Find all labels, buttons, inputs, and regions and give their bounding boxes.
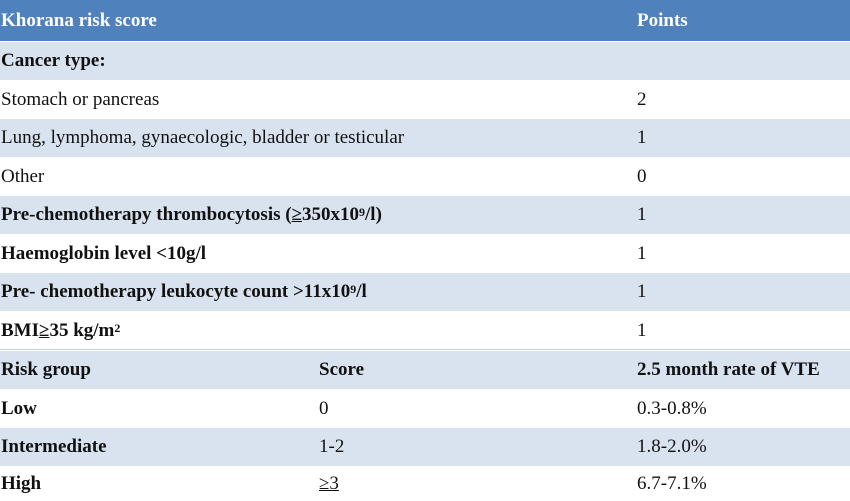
row-points: 0: [637, 165, 647, 187]
header-title: Khorana risk score: [1, 9, 157, 31]
table-row: Intermediate 1-2 1.8-2.0%: [0, 427, 850, 466]
row-label: Stomach or pancreas: [1, 88, 160, 110]
risk-group: Intermediate: [1, 436, 107, 457]
row-points: 1: [637, 319, 647, 341]
row-label: Other: [1, 165, 45, 187]
leukocyte-suffix: /l: [356, 281, 367, 302]
risk-rate: 1.8-2.0%: [637, 436, 707, 457]
table-row: BMI ≥ 35 kg/m 2 1: [0, 311, 850, 350]
bmi-prefix: BMI: [1, 319, 39, 341]
risk-group-header: Risk group: [1, 359, 91, 380]
table-row: Cancer type:: [0, 41, 850, 80]
risk-rate: 6.7-7.1%: [637, 473, 707, 494]
risk-group: High: [1, 473, 42, 494]
bmi-label: BMI ≥ 35 kg/m 2: [1, 319, 121, 341]
leukocyte-label: Pre- chemotherapy leukocyte count >11x10…: [1, 281, 367, 302]
leukocyte-prefix: Pre- chemotherapy leukocyte count >11x10: [1, 281, 351, 302]
geq-symbol: ≥: [291, 204, 303, 225]
row-points: 1: [637, 127, 647, 148]
rate-header: 2.5 month rate of VTE: [637, 359, 820, 380]
thrombocytosis-suffix: /l): [365, 204, 382, 225]
bmi-value: 35 kg/m: [49, 319, 115, 341]
thrombocytosis-label: Pre-chemotherapy thrombocytosis ( ≥ 350x…: [1, 204, 382, 225]
row-points: 1: [637, 204, 647, 225]
geq-symbol: ≥: [39, 319, 50, 341]
table-header-row: Khorana risk score Points: [0, 0, 850, 41]
row-label: Lung, lymphoma, gynaecologic, bladder or…: [1, 127, 405, 148]
haemoglobin-label: Haemoglobin level <10g/l: [1, 242, 207, 264]
score-header: Score: [319, 359, 365, 380]
table-row: Other 0: [0, 157, 850, 195]
table-row: Lung, lymphoma, gynaecologic, bladder or…: [0, 118, 850, 157]
table-row: Pre-chemotherapy thrombocytosis ( ≥ 350x…: [0, 195, 850, 234]
risk-rate: 0.3-0.8%: [637, 397, 707, 419]
risk-score: ≥3: [319, 473, 339, 494]
table-row: Low 0 0.3-0.8%: [0, 389, 850, 427]
risk-group: Low: [1, 397, 37, 419]
risk-score: 1-2: [319, 436, 345, 457]
risk-score: 0: [319, 397, 329, 419]
header-points: Points: [637, 9, 688, 31]
row-points: 1: [637, 242, 647, 264]
table-row: Haemoglobin level <10g/l 1: [0, 234, 850, 272]
row-points: 1: [637, 281, 647, 302]
row-points: 2: [637, 88, 647, 110]
thrombocytosis-prefix: Pre-chemotherapy thrombocytosis (: [1, 204, 292, 225]
table-row: High ≥3 6.7-7.1%: [0, 466, 850, 501]
section-label: Cancer type:: [1, 50, 106, 71]
thrombocytosis-value: 350x10: [302, 204, 360, 225]
table-row: Pre- chemotherapy leukocyte count >11x10…: [0, 272, 850, 311]
risk-header-row: Risk group Score 2.5 month rate of VTE: [0, 350, 850, 389]
table-row: Stomach or pancreas 2: [0, 80, 850, 118]
